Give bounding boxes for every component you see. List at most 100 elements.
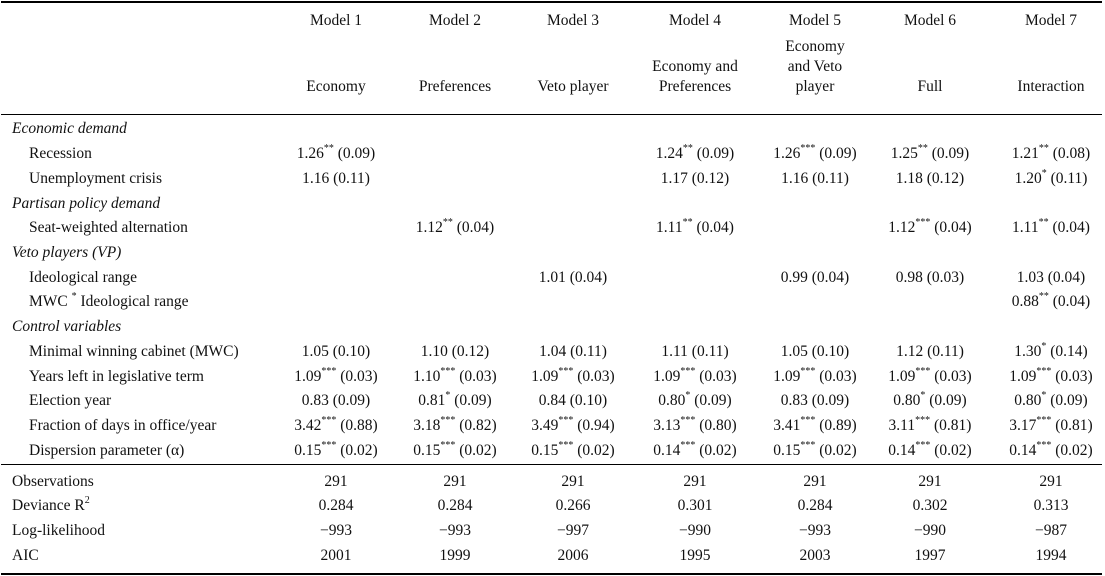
- coefficient-cell: 1.26*** (0.09): [773, 142, 857, 162]
- column-model-label: Model 6: [903, 12, 957, 29]
- column-model-name: and Veto: [787, 58, 843, 75]
- stat-value: −987: [1035, 522, 1067, 539]
- stat-value: 0.313: [1033, 497, 1069, 514]
- section-heading: Economic demand: [12, 120, 127, 137]
- stat-value: −990: [914, 522, 946, 539]
- stat-value: 0.302: [912, 497, 948, 514]
- column-model-label: Model 1: [309, 12, 363, 29]
- row-label: Election year: [29, 392, 112, 409]
- coefficient-cell: 1.09*** (0.03): [773, 365, 857, 385]
- stat-label: Deviance R2: [12, 494, 90, 514]
- coefficient-cell: 0.80* (0.09): [1014, 389, 1088, 409]
- coefficient-cell: 0.84 (0.10): [538, 392, 608, 409]
- coefficient-cell: 1.09*** (0.03): [888, 365, 972, 385]
- coefficient-cell: 0.80* (0.09): [658, 389, 732, 409]
- coefficient-cell: 1.30* (0.14): [1014, 340, 1088, 360]
- stat-value: 1994: [1035, 547, 1067, 564]
- row-label: Unemployment crisis: [29, 170, 163, 187]
- coefficient-cell: 3.41*** (0.89): [773, 414, 857, 434]
- stats-rule: [1, 464, 1102, 465]
- coefficient-cell: 1.25** (0.09): [890, 142, 970, 162]
- stat-value: 0.284: [437, 497, 473, 514]
- coefficient-cell: 0.83 (0.09): [301, 392, 371, 409]
- stat-value: 1995: [679, 547, 711, 564]
- stat-value: −990: [679, 522, 711, 539]
- coefficient-cell: 1.03 (0.04): [1016, 269, 1086, 286]
- stat-label: Observations: [12, 473, 94, 490]
- coefficient-cell: 1.10 (0.12): [420, 343, 490, 360]
- column-model-label: Model 3: [546, 12, 600, 29]
- coefficient-cell: 1.17 (0.12): [660, 170, 730, 187]
- coefficient-cell: 1.12 (0.11): [896, 343, 964, 360]
- row-label: Fraction of days in office/year: [29, 417, 217, 434]
- coefficient-cell: 0.88** (0.04): [1011, 290, 1091, 310]
- row-label: Recession: [29, 145, 92, 162]
- coefficient-cell: 0.83 (0.09): [780, 392, 850, 409]
- stat-value: −993: [439, 522, 471, 539]
- coefficient-cell: 1.11** (0.04): [656, 216, 734, 236]
- stat-value: 2003: [799, 547, 831, 564]
- stat-value: 291: [803, 473, 827, 490]
- stat-value: 1999: [439, 547, 471, 564]
- stat-value: −997: [557, 522, 589, 539]
- stat-value: 291: [918, 473, 942, 490]
- row-label: Years left in legislative term: [29, 368, 204, 385]
- column-model-name: Veto player: [537, 78, 609, 95]
- stat-label: Log-likelihood: [12, 522, 105, 539]
- column-model-name: Interaction: [1017, 78, 1085, 95]
- coefficient-cell: 1.09*** (0.03): [653, 365, 737, 385]
- column-model-name: Preferences: [418, 78, 492, 95]
- column-model-label: Model 7: [1024, 12, 1078, 29]
- row-label: Seat-weighted alternation: [29, 219, 188, 236]
- coefficient-cell: 0.15*** (0.02): [531, 439, 615, 459]
- stat-value: 291: [324, 473, 348, 490]
- stat-value: 0.284: [318, 497, 354, 514]
- stat-label: AIC: [12, 547, 39, 564]
- coefficient-cell: 3.11*** (0.81): [888, 414, 972, 434]
- stat-value: 1997: [914, 547, 946, 564]
- stat-value: 2001: [320, 547, 352, 564]
- coefficient-cell: 1.24** (0.09): [655, 142, 735, 162]
- stat-value: −993: [320, 522, 352, 539]
- column-model-label: Model 2: [428, 12, 482, 29]
- coefficient-cell: 1.10*** (0.03): [413, 365, 497, 385]
- column-model-name: Economy: [785, 38, 845, 55]
- coefficient-cell: 1.26** (0.09): [296, 142, 376, 162]
- column-model-name: Preferences: [658, 78, 732, 95]
- section-heading: Partisan policy demand: [12, 195, 161, 212]
- stat-value: 0.284: [797, 497, 833, 514]
- header-rule: [1, 114, 1102, 115]
- coefficient-cell: 1.16 (0.11): [781, 170, 849, 187]
- coefficient-cell: 3.49*** (0.94): [531, 414, 615, 434]
- coefficient-cell: 3.17*** (0.81): [1009, 414, 1093, 434]
- coefficient-cell: 1.04 (0.11): [539, 343, 607, 360]
- column-model-name: Economy and: [652, 58, 738, 75]
- section-heading: Control variables: [12, 318, 122, 335]
- row-label: Ideological range: [29, 269, 138, 286]
- coefficient-cell: 1.20* (0.11): [1014, 167, 1088, 187]
- coefficient-cell: 1.11 (0.11): [661, 343, 729, 360]
- coefficient-cell: 3.18*** (0.82): [413, 414, 497, 434]
- coefficient-cell: 1.05 (0.10): [301, 343, 371, 360]
- coefficient-cell: 1.11** (0.04): [1012, 216, 1090, 236]
- coefficient-cell: 0.98 (0.03): [895, 269, 965, 286]
- stat-value: 291: [443, 473, 467, 490]
- column-model-name: player: [795, 78, 835, 95]
- coefficient-cell: 3.42*** (0.88): [294, 414, 378, 434]
- section-heading: Veto players (VP): [12, 244, 122, 261]
- bottom-rule: [1, 573, 1102, 575]
- coefficient-cell: 0.14*** (0.02): [653, 439, 737, 459]
- coefficient-cell: 1.01 (0.04): [538, 269, 608, 286]
- column-model-label: Model 5: [788, 12, 842, 29]
- coefficient-cell: 0.15*** (0.02): [773, 439, 857, 459]
- column-model-name: Full: [917, 78, 943, 95]
- row-label: Minimal winning cabinet (MWC): [29, 343, 239, 360]
- coefficient-cell: 1.09*** (0.03): [294, 365, 378, 385]
- coefficient-cell: 1.09*** (0.03): [531, 365, 615, 385]
- top-rule: [1, 1, 1102, 3]
- coefficient-cell: 1.05 (0.10): [780, 343, 850, 360]
- column-model-label: Model 4: [668, 12, 722, 29]
- stat-value: 2006: [557, 547, 589, 564]
- coefficient-cell: 0.15*** (0.02): [413, 439, 497, 459]
